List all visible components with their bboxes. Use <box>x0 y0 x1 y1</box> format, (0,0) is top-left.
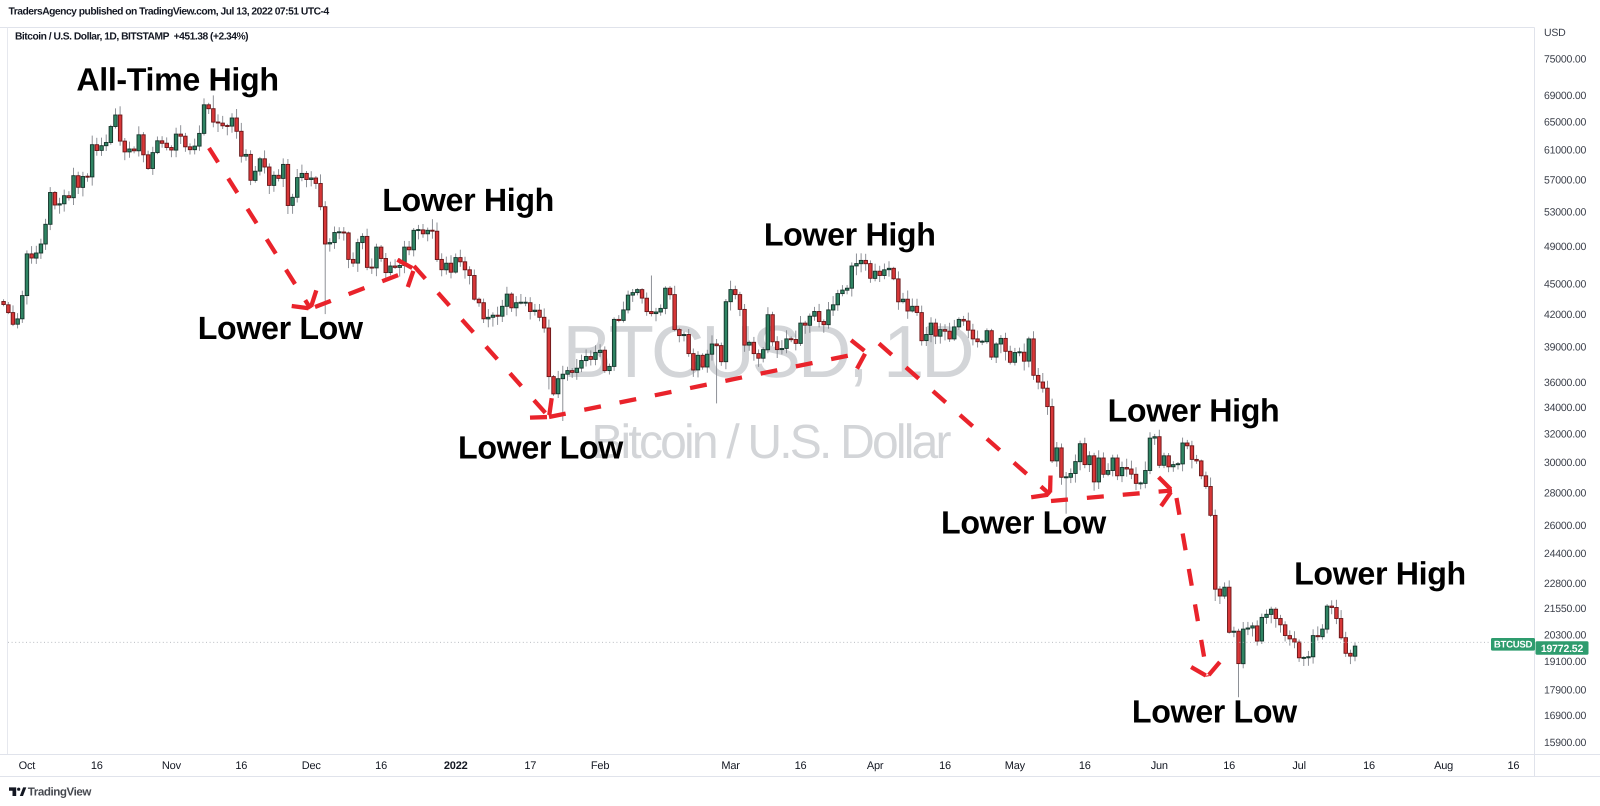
svg-text:BTCUSD: BTCUSD <box>1494 640 1533 651</box>
svg-text:Lower High: Lower High <box>1294 556 1466 592</box>
svg-text:Lower Low: Lower Low <box>198 310 364 346</box>
svg-text:Jul: Jul <box>1292 760 1305 772</box>
svg-text:28000.00: 28000.00 <box>1544 488 1587 500</box>
svg-text:Lower High: Lower High <box>382 182 554 218</box>
svg-text:16: 16 <box>375 760 387 772</box>
svg-text:Dec: Dec <box>302 760 322 772</box>
svg-text:Lower Low: Lower Low <box>1132 694 1298 730</box>
svg-text:Apr: Apr <box>867 760 884 772</box>
svg-text:22800.00: 22800.00 <box>1544 578 1587 590</box>
svg-text:May: May <box>1005 760 1026 772</box>
svg-text:16: 16 <box>1223 760 1235 772</box>
svg-text:39000.00: 39000.00 <box>1544 342 1587 354</box>
svg-text:57000.00: 57000.00 <box>1544 174 1587 186</box>
svg-text:Bitcoin / U.S. Dollar: Bitcoin / U.S. Dollar <box>591 416 951 469</box>
svg-text:Lower Low: Lower Low <box>458 429 624 465</box>
svg-text:16: 16 <box>1363 760 1375 772</box>
svg-text:30000.00: 30000.00 <box>1544 457 1587 469</box>
svg-text:61000.00: 61000.00 <box>1544 145 1587 157</box>
svg-text:Aug: Aug <box>1434 760 1453 772</box>
svg-text:19100.00: 19100.00 <box>1544 656 1587 668</box>
svg-text:All-Time High: All-Time High <box>76 62 278 98</box>
svg-text:75000.00: 75000.00 <box>1544 54 1587 66</box>
svg-text:69000.00: 69000.00 <box>1544 90 1587 102</box>
svg-text:65000.00: 65000.00 <box>1544 117 1587 129</box>
svg-text:Mar: Mar <box>721 760 740 772</box>
svg-text:Lower Low: Lower Low <box>941 505 1107 541</box>
svg-text:16900.00: 16900.00 <box>1544 710 1587 722</box>
svg-text:TradingView: TradingView <box>28 786 93 799</box>
svg-text:49000.00: 49000.00 <box>1544 241 1587 253</box>
svg-text:Nov: Nov <box>162 760 182 772</box>
svg-text:16: 16 <box>235 760 247 772</box>
svg-text:19772.52: 19772.52 <box>1541 643 1584 655</box>
svg-text:Lower High: Lower High <box>1108 393 1280 429</box>
svg-text:16: 16 <box>939 760 951 772</box>
svg-text:17: 17 <box>524 760 536 772</box>
svg-text:Jun: Jun <box>1151 760 1168 772</box>
svg-text:2022: 2022 <box>444 760 468 772</box>
svg-text:USD: USD <box>1544 27 1566 39</box>
svg-text:16: 16 <box>91 760 103 772</box>
svg-text:36000.00: 36000.00 <box>1544 377 1587 389</box>
svg-text:20300.00: 20300.00 <box>1544 629 1587 641</box>
svg-text:26000.00: 26000.00 <box>1544 520 1587 532</box>
svg-text:Lower High: Lower High <box>764 216 936 252</box>
svg-text:32000.00: 32000.00 <box>1544 429 1587 441</box>
svg-text:16: 16 <box>1507 760 1519 772</box>
svg-text:34000.00: 34000.00 <box>1544 402 1587 414</box>
svg-text:53000.00: 53000.00 <box>1544 206 1587 218</box>
svg-text:16: 16 <box>795 760 807 772</box>
svg-text:Oct: Oct <box>19 760 36 772</box>
svg-text:Feb: Feb <box>591 760 609 772</box>
svg-text:17900.00: 17900.00 <box>1544 685 1587 697</box>
svg-text:TradersAgency published on Tra: TradersAgency published on TradingView.c… <box>9 7 330 18</box>
svg-text:42000.00: 42000.00 <box>1544 309 1587 321</box>
svg-text:21550.00: 21550.00 <box>1544 603 1587 615</box>
svg-text:24400.00: 24400.00 <box>1544 548 1587 560</box>
svg-text:45000.00: 45000.00 <box>1544 279 1587 291</box>
svg-text:16: 16 <box>1079 760 1091 772</box>
svg-text:15900.00: 15900.00 <box>1544 737 1587 749</box>
svg-text:Bitcoin / U.S. Dollar, 1D, BIT: Bitcoin / U.S. Dollar, 1D, BITSTAMP +451… <box>15 32 248 43</box>
